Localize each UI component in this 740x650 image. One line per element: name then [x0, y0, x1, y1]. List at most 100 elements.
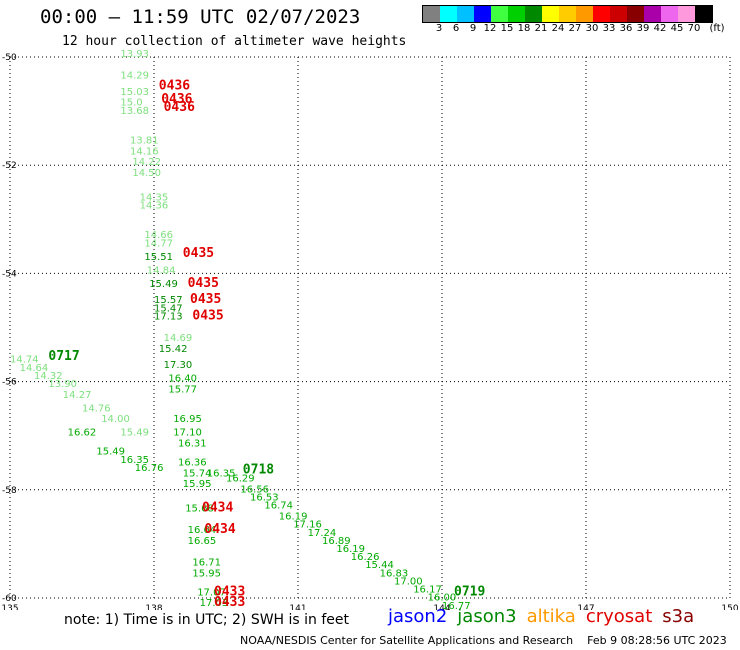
- legend-cryosat: cryosat: [585, 606, 653, 627]
- latitude-label: -50: [2, 53, 17, 63]
- wave-height-value: 15.0: [120, 98, 142, 109]
- wave-height-value: 14.50: [132, 168, 161, 179]
- colorbar-tick: 9: [469, 23, 477, 34]
- colorbar-swatch: [440, 6, 457, 22]
- colorbar-swatch: [593, 6, 610, 22]
- wave-height-value: 15.74: [183, 468, 212, 479]
- wave-height-value: 15.68: [185, 503, 214, 514]
- wave-height-value: 13.68: [120, 106, 149, 117]
- pass-time-label: 0436: [164, 100, 195, 115]
- pass-time-label: 0717: [48, 349, 79, 364]
- colorbar-unit: (ft): [709, 23, 725, 34]
- wave-height-value: 15.95: [183, 479, 212, 490]
- wave-height-value: 16.29: [226, 474, 255, 485]
- colorbar-swatch: [610, 6, 627, 22]
- latitude-label: -56: [2, 378, 17, 388]
- wave-height-value: 14.66: [144, 230, 173, 241]
- wave-height-value: 14.64: [20, 363, 49, 374]
- pass-time-label: 0435: [190, 292, 221, 307]
- wave-height-value: 15.49: [96, 447, 125, 458]
- wave-height-value: 16.64: [188, 525, 217, 536]
- wave-height-value: 15.95: [192, 568, 221, 579]
- colorbar-swatch: [542, 6, 559, 22]
- wave-height-value: 16.00: [428, 593, 457, 604]
- wave-height-value: 17.07: [197, 587, 226, 598]
- wave-height-value: 14.00: [101, 414, 130, 425]
- wave-height-value: 14.77: [144, 238, 173, 249]
- footer-timestamp: Feb 9 08:28:56 UTC 2023: [587, 634, 727, 647]
- colorbar-tick: 33: [602, 23, 616, 34]
- map-subtitle: 12 hour collection of altimeter wave hei…: [62, 34, 407, 49]
- footer-credit: NOAA/NESDIS Center for Satellite Applica…: [240, 634, 574, 647]
- wave-height-value: 14.27: [63, 390, 92, 401]
- wave-height-value: 14.69: [164, 333, 193, 344]
- wave-height-value: 16.17: [413, 585, 442, 596]
- colorbar-swatch: [695, 6, 712, 22]
- longitude-label: 138: [145, 604, 162, 610]
- wave-height-value: 16.35: [120, 455, 149, 466]
- wave-height-value: 17.24: [308, 528, 337, 539]
- colorbar: [422, 5, 713, 23]
- legend-s3a: s3a: [662, 606, 695, 627]
- wave-height-value: 17.00: [394, 576, 423, 587]
- wave-height-value: 16.56: [240, 485, 269, 496]
- wave-height-value: 16.89: [322, 536, 351, 547]
- wave-height-value: 16.62: [68, 428, 97, 439]
- longitude-label: 147: [577, 604, 594, 610]
- pass-time-label: 0433: [214, 595, 245, 610]
- wave-height-value: 15.57: [154, 295, 183, 306]
- colorbar-swatch: [576, 6, 593, 22]
- pass-time-label: 0433: [214, 584, 245, 599]
- wave-height-value: 15.51: [144, 252, 173, 263]
- wave-height-value: 14.35: [140, 192, 169, 203]
- pass-time-label: 0435: [183, 246, 214, 261]
- wave-height-value: 14.16: [130, 146, 159, 157]
- wave-height-value: 16.31: [178, 439, 207, 450]
- wave-height-value: 13.90: [48, 379, 77, 390]
- colorbar-tick: 15: [500, 23, 514, 34]
- wave-height-value: 14.84: [147, 265, 176, 276]
- colorbar-swatch: [508, 6, 525, 22]
- wave-height-map: 135 138 141 144 147 150 -50 -52 -54 -56 -58 -60 16.…: [1, 49, 738, 610]
- colorbar-tick: 12: [483, 23, 497, 34]
- wave-height-value: 17.10: [173, 428, 202, 439]
- legend-jason3: jason3: [457, 606, 517, 627]
- wave-height-value: 14.76: [82, 403, 111, 414]
- wave-height-value: 16.36: [178, 457, 207, 468]
- note-text: note: 1) Time is in UTC; 2) SWH is in fe…: [64, 612, 350, 628]
- wave-height-value: 16.83: [380, 568, 409, 579]
- wave-height-value: 16.95: [173, 414, 202, 425]
- wave-height-value: 17.16: [293, 520, 322, 531]
- pass-time-label: 0436: [159, 78, 190, 93]
- longitude-label: 144: [433, 604, 450, 610]
- pass-time-label: 0436: [161, 92, 192, 107]
- wave-height-value: 16.77: [442, 601, 471, 610]
- pass-time-label: 0435: [188, 276, 219, 291]
- pass-time-label: 0718: [243, 463, 274, 478]
- pass-time-label: 0434: [202, 500, 233, 515]
- pass-time-labels: 0436043604360435043504350435043404340433…: [48, 78, 485, 610]
- wave-height-value: 16.71: [192, 558, 221, 569]
- map-title: 00:00 – 11:59 UTC 02/07/2023: [40, 6, 361, 28]
- colorbar-swatch: [627, 6, 644, 22]
- colorbar-tick: 27: [568, 23, 582, 34]
- wave-height-points: 16.4015.7716.9517.1016.3116.3615.7415.95…: [10, 49, 471, 610]
- colorbar-swatch: [559, 6, 576, 22]
- longitude-label: 141: [289, 604, 306, 610]
- wave-height-value: 15.49: [149, 279, 178, 290]
- wave-height-value: 16.19: [279, 512, 308, 523]
- wave-height-value: 14.22: [132, 157, 161, 168]
- wave-height-value: 14.29: [120, 71, 149, 82]
- wave-height-value: 16.26: [351, 552, 380, 563]
- wave-height-value: 14.36: [140, 200, 169, 211]
- colorbar-swatch: [525, 6, 542, 22]
- colorbar-tick: 21: [534, 23, 548, 34]
- colorbar-swatch: [423, 6, 440, 22]
- wave-height-value: 14.32: [34, 371, 63, 382]
- wave-height-value: 14.74: [10, 355, 39, 366]
- colorbar-swatch: [661, 6, 678, 22]
- latitude-label: -54: [2, 269, 17, 279]
- wave-height-value: 13.81: [130, 136, 159, 147]
- wave-height-value: 16.35: [207, 468, 236, 479]
- colorbar-tick: 39: [636, 23, 650, 34]
